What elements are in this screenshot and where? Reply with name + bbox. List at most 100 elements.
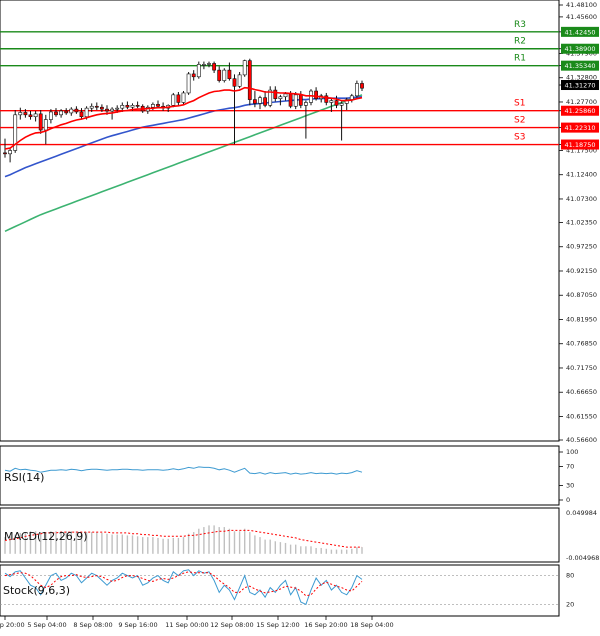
candle-body (28, 114, 33, 118)
candle-body (23, 112, 28, 116)
candle-body (278, 96, 283, 99)
price-y-tick-label: 40.81950 (566, 315, 597, 323)
x-tick-label: 8 Sep 08:00 (73, 621, 112, 629)
price-y-tick-label: 41.45600 (566, 13, 597, 21)
candle-body (354, 83, 359, 97)
level-price-bg-r3 (561, 26, 599, 37)
price-y-tick-label: 40.92150 (566, 267, 597, 275)
stoch-y-tick-label: 80 (566, 572, 574, 580)
price-y-tick-label: 41.17500 (566, 146, 597, 154)
x-tick-label: 16 Sep 20:00 (304, 621, 347, 629)
x-tick-label: 9 Sep 16:00 (118, 621, 157, 629)
candle-body (283, 93, 288, 98)
price-y-tick-label: 40.87050 (566, 291, 597, 299)
level-name-r3: R3 (514, 20, 526, 30)
candle-body (3, 152, 7, 155)
candle-body (54, 111, 58, 116)
ma-slow-line (4, 94, 363, 233)
candle-body (217, 69, 222, 81)
candle-body (100, 106, 104, 110)
candle-body (222, 69, 227, 81)
macd-title: MACD(12,26,9) (4, 530, 88, 543)
ma-fast-line (4, 86, 363, 150)
candle-body (135, 105, 140, 107)
candle-body (263, 97, 268, 106)
candle-body (151, 104, 155, 108)
level-price-bg-s3 (561, 139, 599, 150)
level-name-r1: R1 (514, 54, 526, 64)
level-name-s2: S2 (514, 116, 525, 126)
candle-body (38, 113, 43, 131)
candle-body (8, 150, 13, 155)
candle-body (120, 105, 125, 109)
price-y-tick-label: 40.61550 (566, 412, 597, 420)
candle-body (130, 105, 135, 108)
x-tick-label: 11 Sep 00:00 (165, 621, 208, 629)
stoch-k-line (4, 569, 363, 606)
level-price-bg-r2 (561, 43, 599, 54)
level-price-label-s1: 41.25860 (564, 107, 595, 115)
x-tick-label: 5 Sep 04:00 (27, 621, 66, 629)
level-price-label-s2: 41.22310 (564, 124, 595, 132)
candle-body (288, 93, 293, 107)
candle-body (191, 73, 196, 78)
candle-body (232, 78, 237, 87)
x-tick-label: 4 Sep 20:00 (0, 621, 25, 629)
level-price-label-s3: 41.18750 (564, 141, 595, 149)
macd-y-tick-label: -0.004968 (566, 554, 599, 562)
rsi-y-tick-label: 30 (566, 482, 574, 490)
candle-body (293, 94, 298, 107)
candle-body (115, 107, 120, 110)
candle-body (329, 100, 334, 103)
candle-body (171, 94, 176, 106)
candle-body (334, 100, 339, 106)
stoch-d-line (4, 571, 363, 597)
candle-body (33, 113, 38, 118)
candle-body (176, 94, 181, 103)
candle-body (253, 99, 257, 104)
x-tick-label: 15 Sep 12:00 (256, 621, 299, 629)
candle-body (268, 89, 273, 106)
price-y-tick-label: 40.56600 (566, 436, 597, 444)
candle-body (237, 74, 242, 87)
candle-body (360, 83, 364, 89)
price-y-tick-label: 40.97250 (566, 243, 597, 251)
last-price-label: 41.31270 (564, 82, 595, 90)
candle-body (303, 102, 308, 106)
last-price-bg (561, 80, 599, 91)
level-name-s3: S3 (514, 133, 525, 143)
price-y-tick-label: 41.07300 (566, 195, 597, 203)
level-name-s1: S1 (514, 99, 525, 109)
price-y-tick-label: 41.27700 (566, 98, 597, 106)
candle-body (273, 89, 278, 99)
price-y-tick-label: 40.76850 (566, 340, 597, 348)
candle-body (110, 108, 115, 112)
candle-body (344, 99, 349, 104)
rsi-y-tick-label: 0 (566, 496, 570, 504)
candle-body (207, 63, 211, 65)
rsi-y-tick-label: 70 (566, 462, 574, 470)
candle-body (18, 112, 23, 116)
rsi-line (4, 466, 363, 475)
candle-body (156, 104, 160, 107)
price-y-tick-label: 41.32800 (566, 74, 597, 82)
level-name-r2: R2 (514, 37, 526, 47)
x-tick-label: 12 Sep 08:00 (210, 621, 253, 629)
price-y-tick-label: 40.71750 (566, 364, 597, 372)
candle-body (69, 108, 74, 114)
candle-body (43, 119, 48, 131)
level-price-bg-s2 (561, 122, 599, 133)
candle-body (339, 103, 344, 106)
candle-body (181, 92, 186, 103)
candle-body (258, 97, 262, 104)
level-price-label-r3: 41.42450 (564, 28, 595, 36)
candle-body (59, 110, 64, 116)
candle-body (186, 73, 191, 94)
stoch-title: Stock(9,6,3) (3, 584, 70, 597)
candle-body (227, 69, 232, 79)
candle-body (212, 63, 217, 71)
candle-body (105, 108, 109, 112)
candle-body (13, 114, 18, 151)
